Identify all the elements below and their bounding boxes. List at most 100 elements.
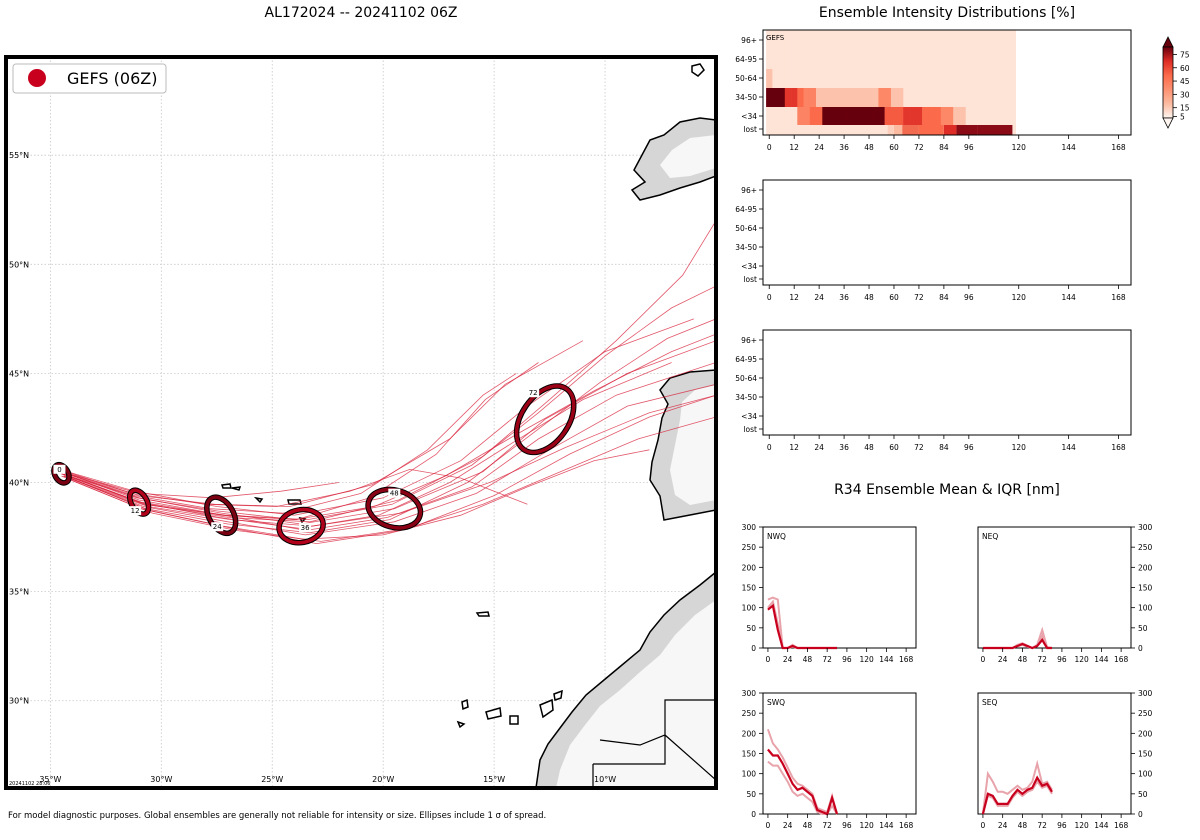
heatmap-cell [772,30,779,49]
heatmap-cell [953,107,960,125]
spread-ellipses: 0 12 24 36 48 72 [51,383,577,546]
r34-xtick-label: 48 [1018,655,1028,664]
heatmap-xtick-label: 120 [1012,293,1027,302]
heatmap-bg [763,180,1131,285]
page-title: AL172024 -- 20241102 06Z [265,5,458,21]
heatmap-cell [984,69,991,88]
heatmap-cell [872,88,879,107]
heatmap-cell [791,88,798,107]
heatmap-cell [984,30,991,49]
r34-xtick-label: 168 [1114,821,1129,830]
heatmap-cell [971,69,979,88]
heatmap-cell [990,107,998,125]
r34-xtick-label: 0 [981,821,986,830]
map-lat-tick-label: 30°N [9,697,29,706]
heatmap-cell [909,49,917,69]
heatmap-cell [828,69,836,88]
colorbar-top-arrow [1162,36,1174,48]
heatmap-cell [903,88,910,107]
heatmap-cell [797,88,804,107]
map-lat-tick-label: 45°N [9,369,29,378]
intensity-panel-empty-1: 96+ 64-95 50-64 34-50 <34 lost 0 12 24 36 48 60 72 84… [735,179,1132,302]
r34-ytick-label: 100 [1138,770,1153,779]
r34-frame [762,692,917,815]
r34-ytick-label: 50 [1138,790,1148,799]
heatmap-cell [940,88,948,107]
r34-ytick-label: 100 [1138,604,1153,613]
map-lon-tick-label: 10°W [594,775,616,784]
heatmap-cell [784,30,792,49]
heatmap-ytick-label: 34-50 [735,93,757,102]
heatmap-cell [890,107,898,125]
r34-xtick-label: 144 [1094,821,1109,830]
heatmap-cell [834,125,842,135]
r34-ytick-label: 300 [742,523,757,532]
ensemble-track-11 [63,394,716,527]
heatmap-cell [872,30,879,49]
r34-quadrant-label: SEQ [982,698,997,707]
heatmap-cell [828,30,836,49]
heatmap-cell [959,69,967,88]
heatmap-cell [928,88,935,107]
r34-ytick-label: 0 [751,644,756,653]
heatmap-cell [909,69,917,88]
heatmap-cell [841,88,848,107]
heatmap-cell [978,107,985,125]
colorbar-tick-label: 15 [1180,104,1190,113]
map-lat-tick-label: 35°N [9,588,29,597]
ellipse-ring [514,384,576,455]
heatmap-cell [809,30,817,49]
r34-xtick-label: 96 [842,655,852,664]
r34-xtick-label: 48 [803,655,813,664]
heatmap-xtick-label: 84 [939,443,949,452]
heatmap-cell [816,69,823,88]
heatmap-xtick-label: 12 [789,443,799,452]
heatmap-cell [791,69,798,88]
heatmap-cell [828,125,836,135]
ellipse-ring [277,507,325,545]
r34-ytick-label: 200 [742,563,757,572]
heatmap-cell [878,88,885,107]
intensity-title: Ensemble Intensity Distributions [%] [819,5,1075,21]
heatmap-cell [803,107,811,125]
heatmap-cell [853,125,860,135]
heatmap-cell [996,49,1004,69]
heatmap-cell-lost [918,125,944,135]
map-lat-tick-label: 50°N [9,260,29,269]
heatmap-xtick-label: 12 [789,143,799,152]
ensemble-track-16 [61,362,539,521]
heatmap-cell [959,49,967,69]
r34-ytick-label: 200 [1138,729,1153,738]
heatmap-cell [953,69,960,88]
heatmap-cell [940,107,948,125]
r34-ytick-label: 150 [742,750,757,759]
r34-xtick-label: 120 [1074,821,1089,830]
heatmap-cell [766,69,773,88]
ellipse-label-bg [388,488,401,498]
heatmap-xtick-label: 96 [964,443,974,452]
heatmap-cell [766,30,773,49]
heatmap-cell [947,107,954,125]
heatmap-cell [965,69,973,88]
heatmap-cell [978,30,985,49]
heatmap-cell [841,30,848,49]
intensity-colorbar: 515 30 45 60 75 [1162,36,1190,129]
heatmap-cell [965,30,973,49]
heatmap-cell [984,88,991,107]
ellipse-hour-48: 48 [365,486,424,531]
heatmap-cell [996,88,1004,107]
heatmap-cell [928,30,935,49]
heatmap-cell [778,125,786,135]
legend-label: GEFS (06Z) [67,69,157,88]
heatmap-cell [822,125,829,135]
ellipse-label-bg [299,523,312,533]
heatmap-xtick-label: 144 [1061,443,1076,452]
heatmap-cell [847,125,854,135]
heatmap-cell [878,69,885,88]
heatmap-bg [763,330,1131,435]
heatmap-cell [884,49,892,69]
heatmap-cell-lost [977,125,1013,135]
heatmap-frame [762,329,1132,436]
heatmap-xtick-label: 24 [814,143,824,152]
